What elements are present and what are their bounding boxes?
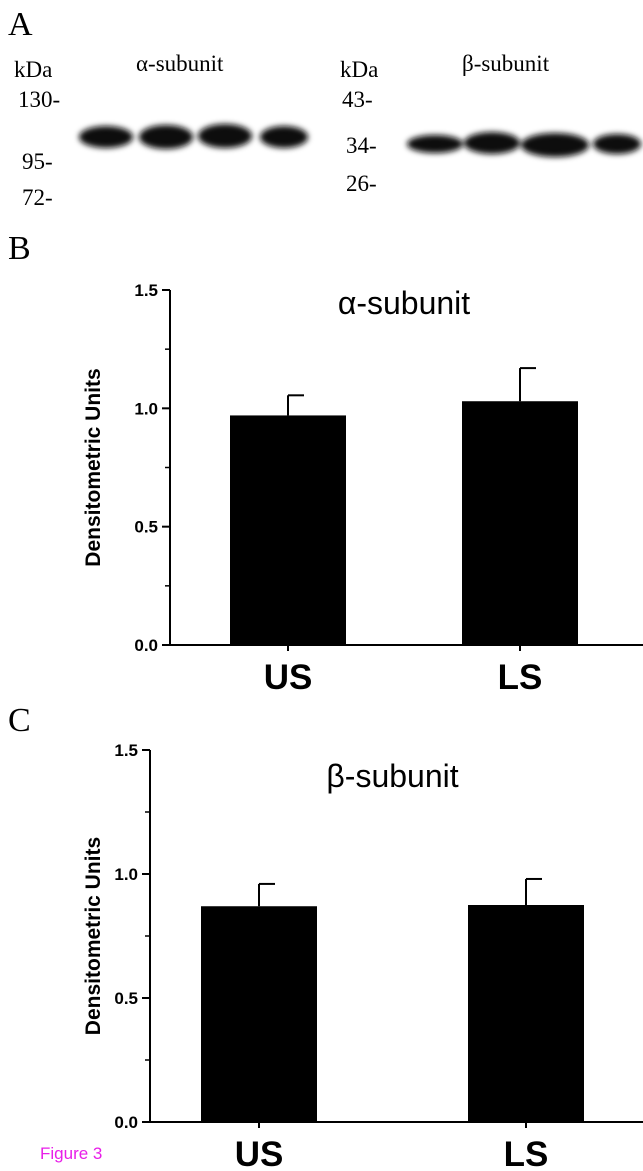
alpha-chart-ytick-label-2: 1.0 [134,399,158,418]
beta-chart-category-us: US [235,1135,284,1171]
beta-chart-bar-ls [468,905,584,1122]
alpha-chart-bar-us [230,415,346,645]
beta-band-4 [593,134,641,154]
panel-c-label: C [8,702,31,739]
beta-blot-title: β-subunit [462,51,550,76]
figure-label: Figure 3 [40,1144,103,1163]
beta-band-1 [407,135,463,153]
alpha-band-2 [139,125,193,149]
beta-marker-34: 34- [346,133,377,158]
alpha-marker-95: 95- [22,149,53,174]
alpha-chart-ytick-label-0: 0.0 [134,636,158,655]
beta-chart-ytick-label-3: 1.5 [114,741,138,760]
alpha-marker-72: 72- [22,185,53,210]
beta-blot-unit: kDa [340,57,379,82]
beta-marker-26: 26- [346,171,377,196]
beta-chart-ytick-label-2: 1.0 [114,865,138,884]
beta-chart-title: β-subunit [326,758,458,794]
alpha-chart-category-ls: LS [498,658,543,697]
beta-chart-category-ls: LS [504,1135,549,1171]
alpha-blot-title: α-subunit [136,51,224,76]
western-blot-image [79,124,641,157]
panel-b-label: B [8,230,31,267]
alpha-chart-ytick-label-1: 0.5 [134,518,158,537]
alpha-band-3 [198,124,252,148]
beta-subunit-chart: 0.0 0.5 1.0 1.5 US LS β-subunit Densitometric U… [82,741,643,1171]
beta-marker-43: 43- [342,87,373,112]
alpha-chart-category-us: US [264,658,313,697]
beta-chart-bar-us [201,906,317,1122]
beta-chart-ytick-label-0: 0.0 [114,1113,138,1132]
alpha-chart-title: α-subunit [338,285,470,321]
panel-a-label: A [8,6,33,43]
beta-chart-ytick-label-1: 0.5 [114,989,138,1008]
beta-band-2 [464,132,520,154]
alpha-marker-130: 130- [18,87,61,112]
alpha-blot-unit: kDa [14,57,53,82]
alpha-band-1 [79,126,133,148]
alpha-chart-bar-ls [462,401,578,645]
alpha-chart-ylabel: Densitometric Units [82,368,105,566]
beta-band-3 [521,133,589,157]
beta-chart-ylabel: Densitometric Units [82,837,105,1035]
alpha-chart-ytick-label-3: 1.5 [134,281,158,300]
alpha-subunit-chart: 0.0 0.5 1.0 1.5 US LS α-subunit Densitometric U… [82,281,643,697]
alpha-band-4 [260,126,308,148]
